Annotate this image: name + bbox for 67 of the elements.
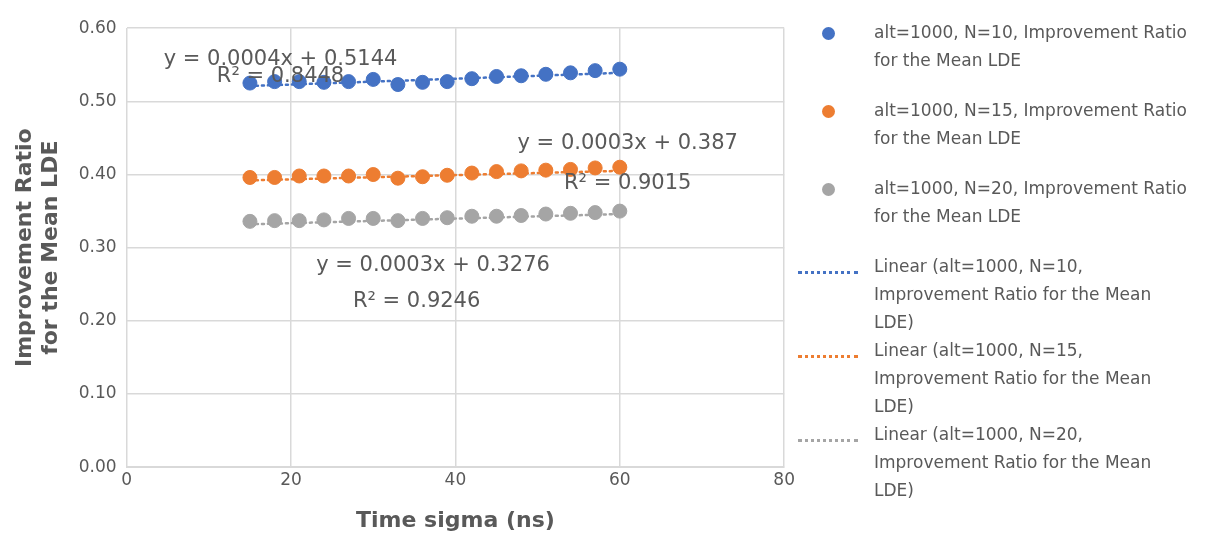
legend-label: Linear (alt=1000, N=15, Improvement Ratio for the Mean LDE): [874, 339, 1153, 418]
point: [365, 71, 381, 87]
point: [341, 210, 357, 226]
y-tick-label: 0.60: [78, 16, 117, 37]
point: [267, 213, 283, 229]
x-tick-label: 20: [280, 468, 302, 489]
legend-label: alt=1000, N=10, Improvement Ratio for the Mean LDE: [874, 21, 1188, 72]
point: [562, 205, 578, 221]
point: [612, 61, 628, 77]
y-tick-label: 0.30: [78, 236, 117, 257]
legend-label: alt=1000, N=15, Improvement Ratio for the Mean LDE: [874, 99, 1188, 150]
point: [316, 168, 332, 184]
point: [489, 208, 505, 224]
y-tick-label: 0.50: [78, 89, 117, 110]
point: [242, 213, 258, 229]
point: [390, 170, 406, 186]
point: [439, 167, 455, 183]
point: [341, 74, 357, 90]
point: [612, 203, 628, 219]
point: [242, 169, 258, 185]
point: [464, 165, 480, 181]
point: [489, 164, 505, 180]
x-tick-label: 80: [773, 468, 795, 489]
point: [415, 210, 431, 226]
point: [316, 212, 332, 228]
x-axis-title: Time sigma (ns): [356, 506, 555, 532]
y-tick-label: 0.20: [78, 309, 117, 330]
point: [390, 77, 406, 93]
point: [439, 74, 455, 90]
point: [390, 213, 406, 229]
point: [489, 68, 505, 84]
point: [415, 169, 431, 185]
point: [365, 210, 381, 226]
x-tick-label: 60: [608, 468, 631, 489]
point: [291, 168, 307, 184]
y-axis-title: Improvement Ratio for the Mean LDE: [10, 128, 63, 368]
x-tick-label: 40: [444, 468, 467, 489]
point: [513, 208, 529, 224]
point: [415, 74, 431, 90]
point: [267, 169, 283, 185]
point: [365, 167, 381, 183]
point: [341, 168, 357, 184]
y-tick-label: 0.00: [78, 455, 117, 476]
x-tick-label: 0: [121, 468, 133, 489]
point: [464, 71, 480, 87]
point: [513, 163, 529, 179]
legend-label: alt=1000, N=20, Improvement Ratio for the Mean LDE: [874, 177, 1188, 228]
annotation: y = 0.0003x + 0.387: [517, 129, 738, 154]
point: [587, 63, 603, 79]
point: [612, 159, 628, 175]
legend-label: Linear (alt=1000, N=10, Improvement Ratio for the Mean LDE): [874, 255, 1153, 334]
point: [562, 65, 578, 81]
annotation: R² = 0.9246: [352, 287, 481, 312]
point: [464, 208, 480, 224]
point: [587, 205, 603, 221]
point: [291, 213, 307, 229]
y-tick-label: 0.10: [78, 382, 117, 403]
point: [538, 66, 554, 82]
annotation: R² = 0.9015: [563, 169, 692, 194]
point: [538, 162, 554, 178]
point: [587, 160, 603, 176]
annotation: y = 0.0003x + 0.3276: [316, 251, 550, 276]
point: [538, 206, 554, 222]
point: [439, 210, 455, 226]
y-tick-label: 0.40: [78, 162, 117, 183]
legend-label: Linear (alt=1000, N=20, Improvement Ratio for the Mean LDE): [874, 423, 1153, 502]
point: [513, 68, 529, 84]
